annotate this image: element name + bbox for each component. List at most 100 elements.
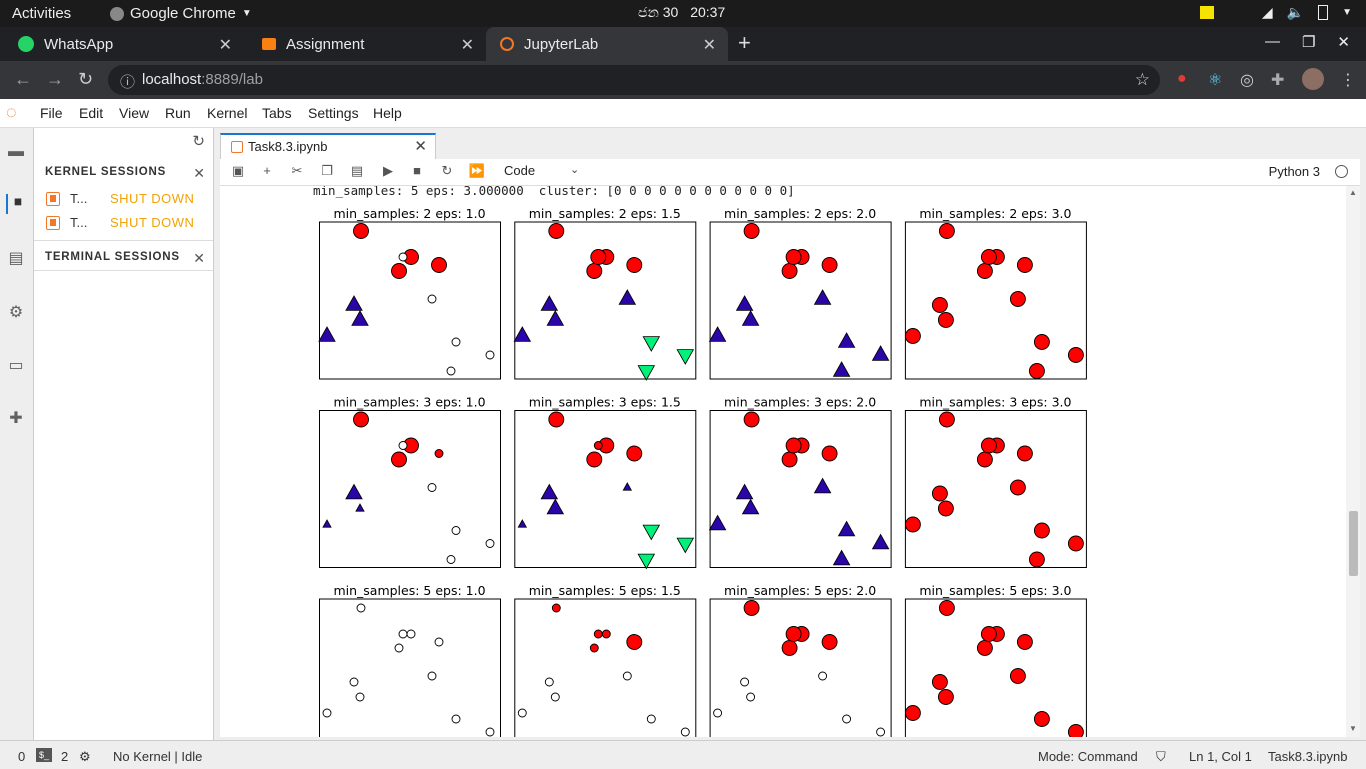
cluster-point bbox=[355, 503, 365, 512]
clock[interactable]: ජන 30 20:37 bbox=[638, 4, 725, 21]
kernel-count[interactable]: 2 bbox=[61, 749, 69, 764]
paste-icon[interactable]: ▤ bbox=[350, 163, 364, 178]
cluster-point bbox=[676, 349, 695, 365]
terminal-count[interactable]: 0 bbox=[18, 749, 26, 764]
maximize-icon[interactable]: ❐ bbox=[1301, 34, 1316, 51]
menu-file[interactable]: File bbox=[40, 105, 63, 121]
stop-icon[interactable]: ■ bbox=[413, 163, 421, 178]
app-menu[interactable]: Google Chrome ▼ bbox=[110, 5, 252, 22]
menu-edit[interactable]: Edit bbox=[79, 105, 104, 121]
new-tab-icon[interactable]: + bbox=[738, 30, 751, 55]
noise-point bbox=[550, 692, 560, 702]
open-tabs-icon[interactable]: ▭ bbox=[8, 357, 24, 374]
scroll-down-icon[interactable]: ▼ bbox=[1349, 724, 1357, 733]
menu-settings[interactable]: Settings bbox=[308, 105, 359, 121]
scroll-up-icon[interactable]: ▲ bbox=[1349, 188, 1357, 197]
cluster-point bbox=[546, 310, 565, 326]
menu-run[interactable]: Run bbox=[165, 105, 191, 121]
react-devtools-icon[interactable]: ⚛ bbox=[1208, 72, 1223, 89]
copy-icon[interactable]: ❐ bbox=[321, 163, 333, 178]
bookmark-star-icon[interactable]: ☆ bbox=[1134, 70, 1150, 89]
cluster-point bbox=[708, 326, 727, 342]
save-icon[interactable]: ▣ bbox=[231, 163, 245, 178]
dbscan-subplot: min_samples: 5 eps: 3.0 bbox=[904, 583, 1087, 737]
activities-button[interactable]: Activities bbox=[12, 5, 72, 22]
forward-arrow-icon[interactable]: → bbox=[46, 69, 64, 89]
cluster-point bbox=[593, 441, 603, 450]
reload-icon[interactable]: ↻ bbox=[78, 69, 94, 89]
shut-down-button[interactable]: SHUT DOWN bbox=[110, 191, 195, 206]
circle-extension-icon[interactable]: ◎ bbox=[1240, 72, 1254, 89]
cluster-point bbox=[781, 263, 798, 279]
cursor-position[interactable]: Ln 1, Col 1 bbox=[1189, 749, 1252, 764]
add-cell-icon[interactable]: + bbox=[263, 163, 271, 178]
close-icon[interactable]: ✕ bbox=[414, 138, 427, 155]
notes-icon[interactable] bbox=[1199, 6, 1214, 19]
subplot-title: min_samples: 2 eps: 2.0 bbox=[724, 206, 876, 221]
jupyter-logo: ◌ bbox=[6, 102, 17, 122]
noise-point bbox=[356, 603, 366, 613]
close-icon[interactable]: ✕ bbox=[193, 250, 205, 266]
system-tray[interactable]: ◢ 🔈 ▼ bbox=[1199, 4, 1352, 21]
cluster-point bbox=[622, 482, 633, 491]
notebook-scrollbar[interactable]: ▲ ▼ bbox=[1346, 186, 1360, 737]
kebab-menu-icon[interactable]: ⋮ bbox=[1340, 72, 1356, 89]
kernel-name[interactable]: Python 3 bbox=[1268, 164, 1320, 179]
running-sessions-icon[interactable]: ⏹ bbox=[6, 194, 28, 214]
kernel-status-text[interactable]: No Kernel | Idle bbox=[113, 749, 203, 764]
subplot-axes-frame bbox=[709, 598, 892, 737]
kernel-session-item[interactable]: T... SHUT DOWN bbox=[46, 191, 194, 206]
commands-palette-icon[interactable]: ▤ bbox=[8, 250, 24, 267]
address-bar[interactable]: ⓘ localhost:8889/lab ☆ bbox=[108, 65, 1160, 95]
browser-tab-jupyterlab[interactable]: JupyterLab ✕ bbox=[486, 27, 728, 61]
cluster-point bbox=[743, 600, 760, 616]
folder-icon[interactable]: ▬ bbox=[8, 143, 24, 160]
cluster-point bbox=[1067, 347, 1084, 363]
cluster-point bbox=[785, 437, 802, 454]
shut-down-button[interactable]: SHUT DOWN bbox=[110, 215, 195, 230]
fast-forward-icon[interactable]: ⏩ bbox=[468, 163, 486, 178]
menu-kernel[interactable]: Kernel bbox=[207, 105, 248, 121]
browser-tab-whatsapp[interactable]: WhatsApp ✕ bbox=[0, 27, 244, 61]
menu-help[interactable]: Help bbox=[373, 105, 402, 121]
menu-view[interactable]: View bbox=[119, 105, 150, 121]
cluster-point bbox=[1016, 634, 1033, 650]
cluster-point bbox=[626, 634, 643, 650]
notebook-content[interactable]: min_samples: 5 eps: 3.000000 cluster: [0… bbox=[220, 186, 1360, 737]
profile-avatar[interactable] bbox=[1302, 68, 1324, 90]
cluster-point bbox=[1016, 445, 1033, 462]
noise-point bbox=[434, 637, 444, 647]
restart-icon[interactable]: ↻ bbox=[441, 163, 453, 178]
close-icon[interactable]: ✕ bbox=[460, 37, 474, 54]
cluster-point bbox=[931, 485, 948, 502]
scrollbar-thumb[interactable] bbox=[1349, 511, 1358, 576]
url-text: localhost:8889/lab bbox=[142, 71, 263, 88]
browser-tab-assignment[interactable]: Assignment ✕ bbox=[244, 27, 486, 61]
document-tab[interactable]: Task8.3.ipynb ✕ bbox=[220, 133, 436, 160]
close-icon[interactable]: ✕ bbox=[193, 165, 205, 181]
subplot-axes-frame bbox=[319, 221, 501, 380]
shield-icon[interactable]: ⛉ bbox=[1156, 749, 1166, 764]
extension-manager-icon[interactable]: ✚ bbox=[9, 410, 23, 427]
menu-tabs[interactable]: Tabs bbox=[262, 105, 292, 121]
back-arrow-icon[interactable]: ← bbox=[14, 69, 32, 89]
extensions-puzzle-icon[interactable]: ✚ bbox=[1271, 72, 1285, 89]
cut-icon[interactable]: ✂ bbox=[291, 163, 303, 178]
close-icon[interactable]: ✕ bbox=[218, 37, 232, 54]
subplot-title: min_samples: 3 eps: 1.0 bbox=[333, 395, 485, 410]
noise-point bbox=[451, 337, 461, 347]
cell-type-select[interactable]: Code bbox=[504, 163, 536, 178]
dbscan-subplot: min_samples: 5 eps: 2.0 bbox=[709, 583, 892, 737]
close-window-icon[interactable]: ✕ bbox=[1337, 34, 1350, 51]
kernel-session-item[interactable]: T... SHUT DOWN bbox=[46, 215, 194, 230]
minimize-icon[interactable]: — bbox=[1264, 33, 1280, 50]
noise-point bbox=[394, 643, 404, 653]
site-info-icon[interactable]: ⓘ bbox=[120, 74, 136, 91]
property-inspector-gear-icon[interactable]: ⚙ bbox=[8, 304, 24, 321]
record-extension-icon[interactable]: ● bbox=[1177, 70, 1187, 87]
cluster-point bbox=[743, 411, 760, 428]
run-icon[interactable]: ▶ bbox=[383, 163, 393, 178]
close-icon[interactable]: ✕ bbox=[702, 37, 716, 54]
mode-indicator[interactable]: Mode: Command bbox=[1038, 749, 1138, 764]
refresh-icon[interactable]: ↻ bbox=[192, 133, 205, 150]
